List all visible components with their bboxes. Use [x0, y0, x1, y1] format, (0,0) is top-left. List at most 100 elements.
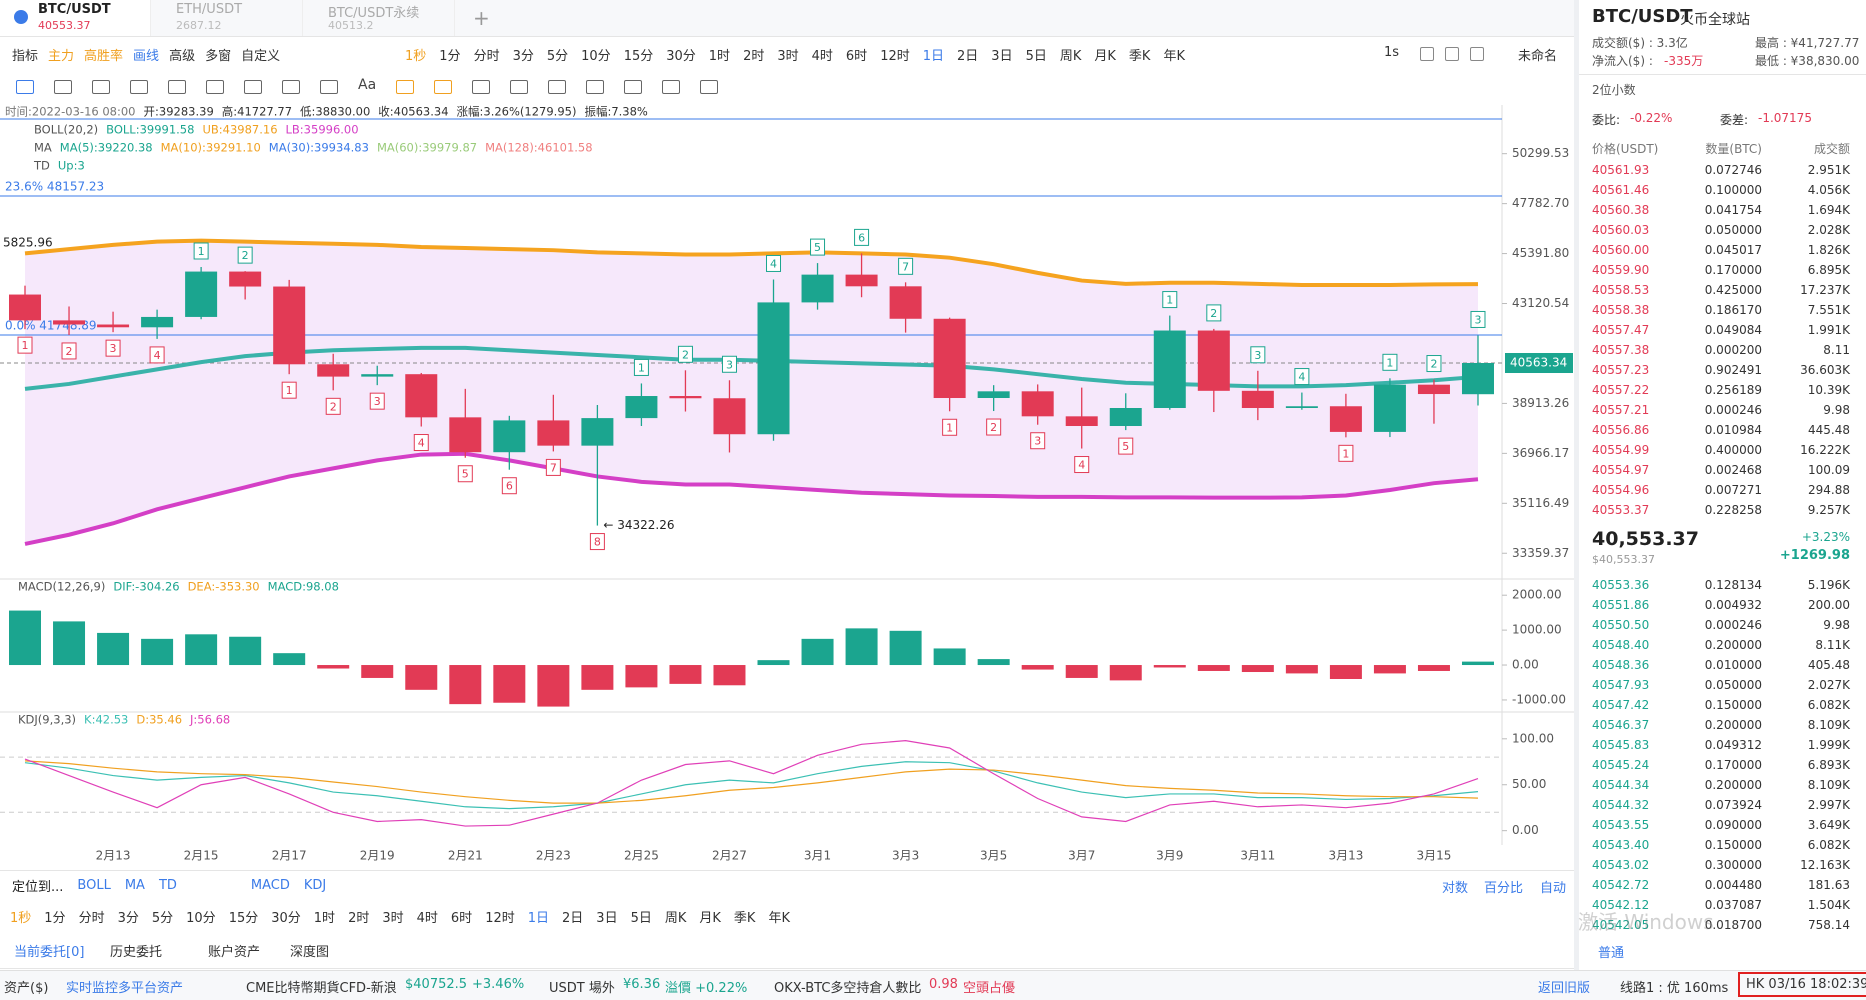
interval-button[interactable]: 5分 [546, 48, 569, 64]
scale-button[interactable]: 百分比 [1484, 881, 1524, 896]
tool-button[interactable]: 高级 [169, 48, 196, 64]
interval-button[interactable]: 1时 [313, 910, 336, 926]
interval-button[interactable]: 周K [664, 910, 687, 926]
interval-button[interactable]: 1秒 [405, 48, 427, 64]
tool-button[interactable]: 高胜率 [84, 48, 124, 64]
interval-button[interactable]: 1日 [922, 48, 945, 64]
draw-tool[interactable] [700, 80, 718, 94]
tool-button[interactable]: 主力 [48, 48, 75, 64]
interval-button[interactable]: 周K [1059, 48, 1082, 64]
draw-tool[interactable] [472, 80, 490, 94]
interval-button[interactable]: 30分 [666, 48, 696, 64]
tab[interactable] [304, 0, 455, 36]
toolbar-icon[interactable] [1470, 47, 1484, 61]
interval-button[interactable]: 3日 [991, 48, 1013, 64]
draw-tool[interactable] [548, 80, 566, 94]
draw-tool[interactable] [510, 80, 528, 94]
indicator-button[interactable]: TD [158, 878, 177, 893]
interval-button[interactable]: 15分 [228, 910, 259, 926]
interval-button[interactable]: 2日 [957, 48, 979, 64]
interval-button[interactable]: 15分 [623, 48, 654, 64]
tool-button[interactable]: 指标 [12, 48, 39, 64]
draw-tool[interactable] [396, 80, 414, 94]
tool-button[interactable]: 自定义 [241, 48, 281, 64]
indicator-button[interactable]: BOLL [77, 878, 111, 893]
interval-button[interactable]: 6时 [450, 910, 473, 926]
scale-button[interactable]: 自动 [1540, 881, 1567, 896]
interval-button[interactable]: 5日 [1025, 48, 1047, 64]
toolbar-icon[interactable] [1420, 47, 1434, 61]
interval-button[interactable]: 月K [699, 910, 721, 926]
interval-button[interactable]: 4时 [811, 48, 833, 64]
tab[interactable] [152, 0, 303, 36]
interval-button[interactable]: 季K [1128, 48, 1151, 64]
draw-tool[interactable] [586, 80, 604, 94]
status-item[interactable]: 返回旧版 [1538, 981, 1591, 996]
interval-button[interactable]: 3时 [777, 48, 799, 64]
text-tool[interactable]: Aa [358, 77, 377, 93]
draw-tool[interactable] [92, 80, 110, 94]
scale-button[interactable]: 对数 [1442, 881, 1469, 896]
interval-button[interactable]: 10分 [581, 48, 611, 64]
interval-button[interactable]: 3分 [117, 910, 139, 926]
interval-button[interactable]: 10分 [186, 910, 216, 926]
indicator-button[interactable]: MACD [250, 878, 290, 893]
interval-button[interactable]: 4时 [416, 910, 438, 926]
draw-tool[interactable] [130, 80, 148, 94]
tool-button[interactable]: 画线 [133, 48, 160, 64]
mode[interactable]: 普通 [1598, 946, 1625, 961]
interval-button[interactable]: 3分 [512, 48, 534, 64]
order-tab[interactable]: 账户资产 [208, 945, 261, 960]
draw-tool[interactable] [624, 80, 642, 94]
draw-tool[interactable] [662, 80, 680, 94]
draw-tool[interactable] [434, 80, 452, 94]
order-tab[interactable]: 历史委托 [110, 945, 163, 960]
decimals[interactable]: 2位小数 [1592, 83, 1636, 97]
interval-button[interactable]: 分时 [78, 910, 105, 926]
interval-button[interactable]: 3日 [596, 910, 618, 926]
draw-tool[interactable] [320, 80, 338, 94]
interval-button[interactable]: 30分 [271, 910, 301, 926]
interval-button[interactable]: 月K [1094, 48, 1116, 64]
add-tab[interactable]: + [473, 6, 490, 30]
draw-tool[interactable] [206, 80, 224, 94]
interval-button[interactable]: 2时 [743, 48, 765, 64]
interval-button[interactable]: 5分 [151, 910, 174, 926]
interval-button[interactable]: 季K [733, 910, 756, 926]
interval-button[interactable]: 3时 [382, 910, 404, 926]
draw-tool[interactable] [282, 80, 300, 94]
interval-button[interactable]: 1分 [439, 48, 461, 64]
interval-button[interactable]: 2日 [562, 910, 584, 926]
draw-tool[interactable] [244, 80, 262, 94]
tab-price[interactable]: 40513.2 [328, 19, 374, 32]
draw-tool[interactable] [16, 80, 34, 94]
tab-symbol[interactable]: BTC/USDT永续 [328, 6, 420, 21]
order-tab[interactable]: 当前委托[0] [14, 945, 85, 960]
indicator-button[interactable]: MA [124, 878, 145, 893]
interval-button[interactable]: 年K [768, 910, 790, 926]
tab-symbol[interactable]: ETH/USDT [176, 2, 243, 17]
interval-button[interactable]: 1分 [44, 910, 66, 926]
indicator-button[interactable]: KDJ [303, 878, 327, 893]
interval-button[interactable]: 1秒 [10, 910, 32, 926]
interval-button[interactable]: 2时 [348, 910, 370, 926]
interval-button[interactable]: 5日 [630, 910, 652, 926]
interval-button[interactable]: 1时 [708, 48, 731, 64]
interval-button[interactable]: 年K [1163, 48, 1185, 64]
draw-tool[interactable] [168, 80, 186, 94]
tab-price[interactable]: 2687.12 [176, 19, 222, 32]
toolbar-icon[interactable] [1445, 47, 1459, 61]
tab-symbol[interactable]: BTC/USDT [38, 2, 111, 17]
order-tab[interactable]: 深度图 [290, 945, 330, 960]
interval-button[interactable]: 1日 [527, 910, 550, 926]
interval-button[interactable]: 6时 [845, 48, 868, 64]
toolbar-right[interactable]: 未命名 [1518, 49, 1558, 64]
indicator-button[interactable]: 定位到... [12, 880, 64, 895]
toolbar-right[interactable]: 1s [1384, 45, 1400, 60]
interval-button[interactable]: 12时 [880, 48, 910, 64]
draw-tool[interactable] [54, 80, 72, 94]
interval-button[interactable]: 分时 [473, 48, 500, 64]
status-item[interactable]: 实时监控多平台资产 [66, 981, 184, 996]
tool-button[interactable]: 多窗 [205, 48, 232, 64]
tab-price[interactable]: 40553.37 [38, 19, 91, 32]
